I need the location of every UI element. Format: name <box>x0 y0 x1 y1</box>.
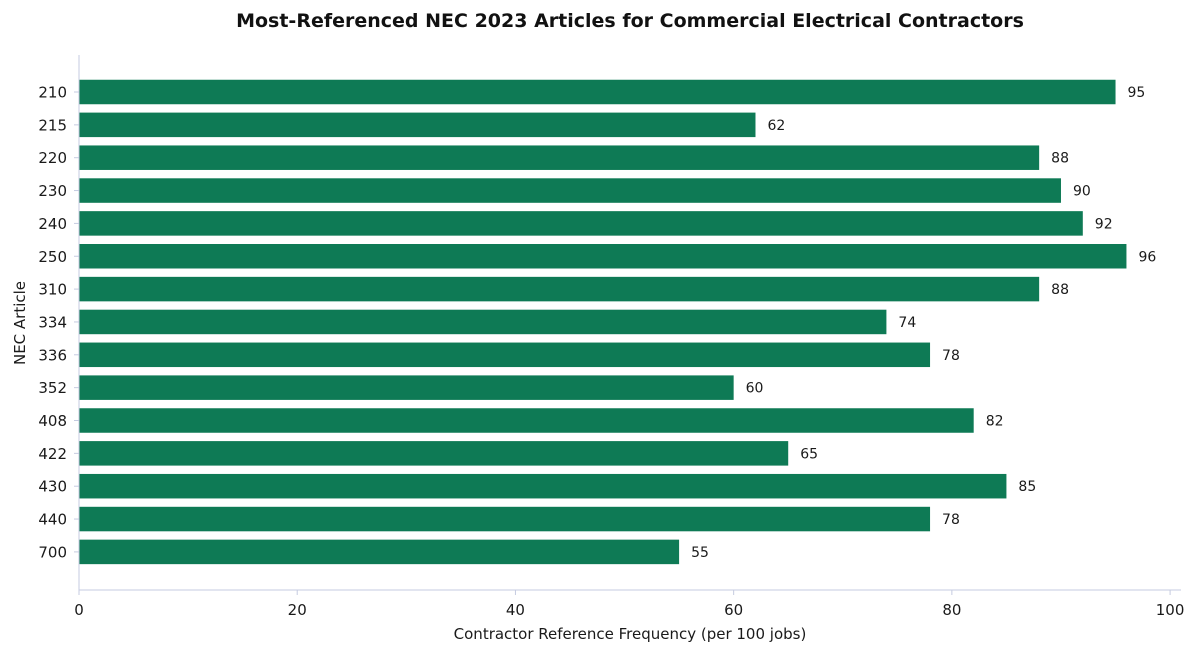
data-label-220: 88 <box>1051 151 1069 167</box>
data-label-336: 78 <box>942 348 960 364</box>
bar-440 <box>79 506 931 532</box>
bar-336 <box>79 342 931 368</box>
y-tick-label-240: 240 <box>38 215 67 233</box>
x-tick-label-100: 100 <box>1156 601 1185 619</box>
data-label-210: 95 <box>1128 85 1146 101</box>
y-tick-label-336: 336 <box>38 346 67 364</box>
data-label-215: 62 <box>767 118 785 134</box>
bar-220 <box>79 145 1040 170</box>
y-tick-label-230: 230 <box>38 182 67 200</box>
y-tick-label-220: 220 <box>38 149 67 167</box>
data-label-422: 65 <box>800 446 818 462</box>
y-tick-label-334: 334 <box>38 313 67 331</box>
data-label-440: 78 <box>942 512 960 528</box>
y-tick-label-215: 215 <box>38 116 67 134</box>
x-tick-label-60: 60 <box>724 601 743 619</box>
x-tick-label-0: 0 <box>74 601 84 619</box>
bar-408 <box>79 408 974 433</box>
bar-240 <box>79 211 1083 236</box>
data-label-310: 88 <box>1051 282 1069 298</box>
y-tick-label-408: 408 <box>38 412 67 430</box>
data-label-230: 90 <box>1073 184 1091 200</box>
data-label-334: 74 <box>898 315 916 331</box>
bar-250 <box>79 244 1127 269</box>
y-axis-ticks: 210 215 220 230 240 250 310 334 336 352 408 422 430 4… <box>38 84 79 561</box>
bars-group <box>79 79 1127 565</box>
x-axis-ticks: 0 20 40 60 80 100 <box>74 590 1184 619</box>
bar-215 <box>79 112 756 138</box>
y-tick-label-700: 700 <box>38 543 67 561</box>
data-label-430: 85 <box>1018 479 1036 495</box>
bar-334 <box>79 309 887 335</box>
data-label-240: 92 <box>1095 216 1113 232</box>
data-label-250: 96 <box>1138 249 1156 265</box>
y-tick-label-210: 210 <box>38 84 67 102</box>
y-tick-label-250: 250 <box>38 248 67 266</box>
bar-210 <box>79 79 1116 105</box>
chart-title: Most-Referenced NEC 2023 Articles for Co… <box>236 10 1024 32</box>
y-tick-label-430: 430 <box>38 478 67 496</box>
y-tick-label-352: 352 <box>38 379 67 397</box>
bar-310 <box>79 276 1040 302</box>
y-tick-label-422: 422 <box>38 445 67 463</box>
bar-700 <box>79 539 680 565</box>
data-label-408: 82 <box>986 414 1004 430</box>
y-tick-label-440: 440 <box>38 511 67 529</box>
y-axis-label: NEC Article <box>11 281 29 365</box>
data-label-352: 60 <box>746 381 764 397</box>
bar-230 <box>79 178 1061 203</box>
data-label-700: 55 <box>691 545 709 561</box>
x-tick-label-20: 20 <box>288 601 307 619</box>
y-tick-label-310: 310 <box>38 281 67 299</box>
bar-430 <box>79 473 1007 499</box>
x-axis-label: Contractor Reference Frequency (per 100 … <box>454 625 807 643</box>
bar-422 <box>79 441 789 466</box>
x-tick-label-80: 80 <box>942 601 961 619</box>
bar-352 <box>79 375 734 400</box>
x-tick-label-40: 40 <box>506 601 525 619</box>
